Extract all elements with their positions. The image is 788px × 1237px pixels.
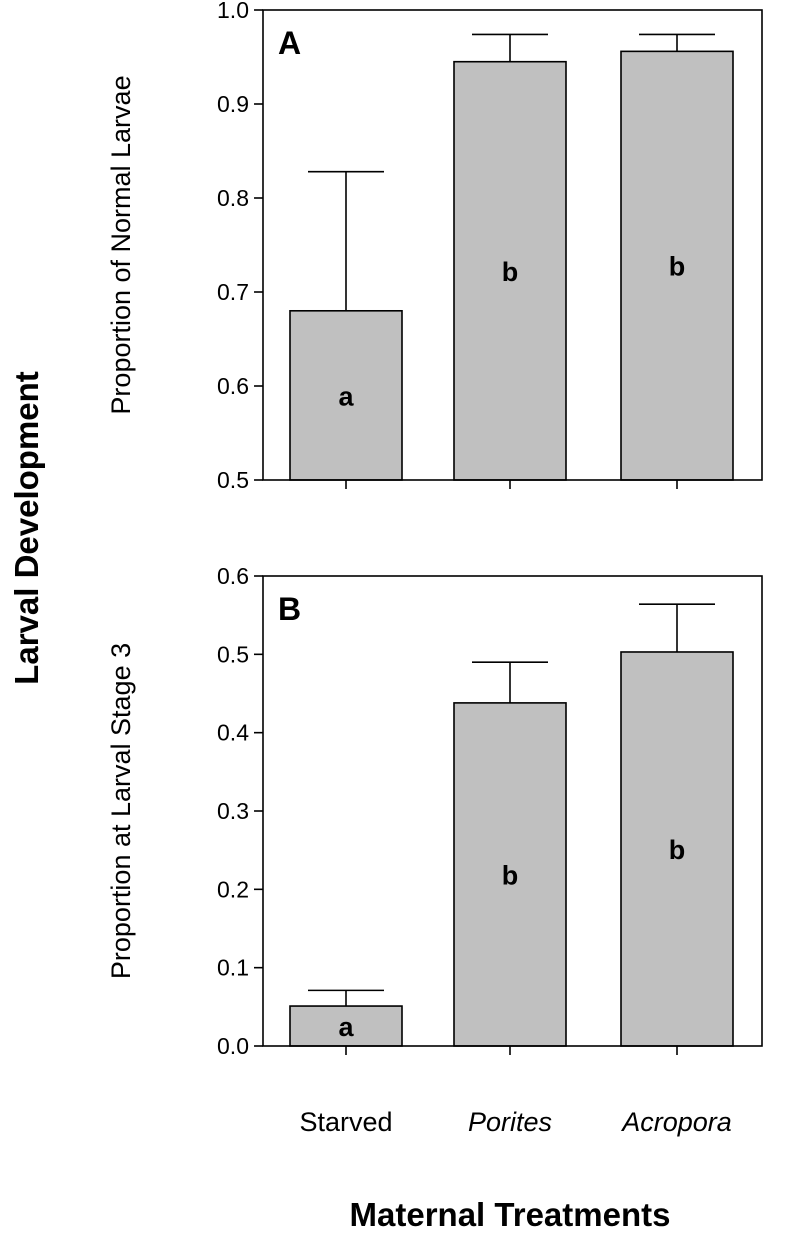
- significance-label: b: [502, 860, 519, 890]
- significance-label: a: [338, 381, 354, 411]
- significance-label: b: [669, 835, 686, 865]
- category-label: Acropora: [620, 1107, 732, 1137]
- y-tick-label: 0.7: [217, 279, 249, 305]
- panel-letter: B: [278, 591, 301, 627]
- bar: [620, 50, 734, 481]
- significance-label: b: [669, 252, 686, 282]
- y-tick-label: 0.3: [217, 798, 249, 824]
- shared-y-axis-label: Larval Development: [8, 371, 45, 685]
- bar: [620, 651, 734, 1047]
- category-label: Starved: [299, 1107, 392, 1137]
- panel-a-chart: a b b 0.5 0.6 0.7 0.8 0.9 1.0 A Proportion of Norm…: [106, 0, 763, 493]
- y-tick-label: 0.2: [217, 876, 249, 902]
- plot-frame: [262, 9, 763, 481]
- y-tick-label: 0.0: [217, 1033, 249, 1059]
- y-tick-label: 0.4: [217, 720, 249, 746]
- bar: [289, 1005, 403, 1047]
- panel-letter: A: [278, 25, 301, 61]
- x-axis-title: Maternal Treatments: [350, 1196, 671, 1233]
- bar: [453, 702, 567, 1047]
- category-labels: Starved Porites Acropora: [299, 1107, 731, 1137]
- panel-b-chart: a b b 0.0 0.1 0.2 0.3 0.4 0.5 0.6 B Proportion at L…: [106, 563, 763, 1059]
- y-tick-label: 0.9: [217, 91, 249, 117]
- category-label: Porites: [468, 1107, 552, 1137]
- y-tick-label: 0.5: [217, 641, 249, 667]
- y-tick-label: 0.6: [217, 563, 249, 589]
- y-tick-label: 1.0: [217, 0, 249, 23]
- y-tick-label: 0.8: [217, 185, 249, 211]
- y-axis-label: Proportion of Normal Larvae: [106, 75, 136, 414]
- significance-label: b: [502, 257, 519, 287]
- significance-label: a: [338, 1012, 354, 1042]
- y-tick-label: 0.6: [217, 373, 249, 399]
- y-tick-label: 0.5: [217, 467, 249, 493]
- y-tick-label: 0.1: [217, 955, 249, 981]
- bar: [289, 309, 403, 481]
- y-axis-label: Proportion at Larval Stage 3: [106, 643, 136, 979]
